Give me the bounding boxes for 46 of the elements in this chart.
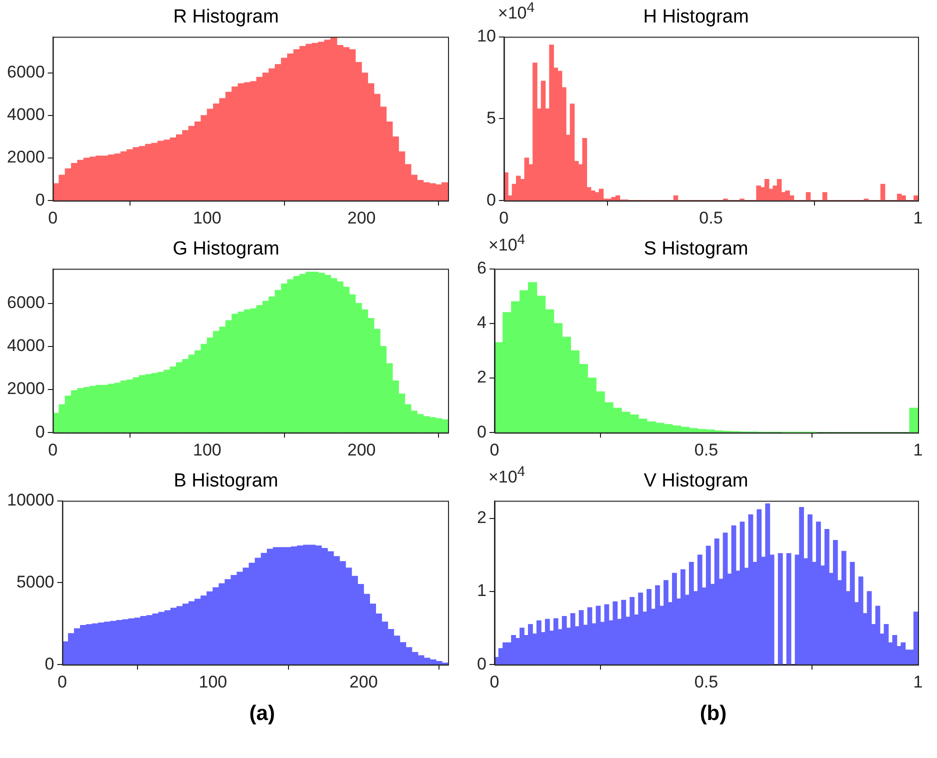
x-tick-label: 1 [913, 440, 923, 460]
y-tick-label: 5000 [16, 572, 54, 592]
y-tick-label: 0 [35, 422, 45, 442]
y-tick-label: 6000 [6, 62, 45, 82]
y-tick-label: 10000 [6, 490, 54, 510]
chart-title: B Histogram [174, 470, 278, 492]
y-tick-label: 4 [476, 313, 486, 332]
x-tick-label: 1 [913, 672, 923, 692]
text: ×10$^{4}$ [498, 0, 535, 24]
x-tick-label: 0 [499, 208, 509, 228]
chart-title: R Histogram [173, 6, 279, 28]
y-tick-label: 2 [476, 368, 486, 387]
y-tick-label: 2 [476, 508, 486, 528]
x-tick-label: 0 [58, 672, 68, 692]
text: ×10$^{4}$ [488, 232, 526, 256]
y-tick-label: 1 [476, 581, 486, 600]
x-tick-label: 200 [347, 440, 376, 460]
y-tick-label: 2000 [6, 379, 45, 398]
x-tick-label: 100 [193, 440, 222, 460]
x-tick-label: 0.5 [699, 208, 723, 228]
y-tick-label: 4000 [6, 336, 45, 356]
text: (a) [248, 702, 276, 726]
chart-title: S Histogram [644, 238, 748, 260]
x-tick-label: 0.5 [694, 440, 718, 460]
x-tick-label: 200 [349, 672, 378, 692]
y-tick-label: 10 [476, 26, 496, 46]
y-tick-label: 5 [486, 108, 496, 128]
y-tick-label: 0 [35, 190, 45, 210]
text: (b) [698, 702, 728, 726]
y-tick-label: 4000 [6, 105, 45, 124]
x-tick-label: 200 [347, 208, 376, 228]
y-tick-label: 0 [476, 654, 486, 674]
x-tick-label: 100 [193, 208, 222, 228]
y-tick-label: 2000 [6, 148, 45, 167]
y-tick-label: 0 [44, 654, 54, 674]
x-tick-label: 0.5 [694, 672, 718, 692]
x-tick-label: 1 [913, 208, 923, 228]
x-tick-label: 100 [198, 672, 228, 692]
chart-title: H Histogram [643, 6, 749, 28]
y-tick-label: 6 [476, 258, 486, 278]
y-tick-label: 0 [486, 190, 496, 210]
text: ×10$^{4}$ [488, 464, 526, 488]
y-tick-label: 6000 [6, 292, 45, 312]
y-tick-label: 0 [476, 422, 486, 442]
chart-title: V Histogram [644, 470, 748, 492]
chart-title: G Histogram [172, 238, 280, 260]
